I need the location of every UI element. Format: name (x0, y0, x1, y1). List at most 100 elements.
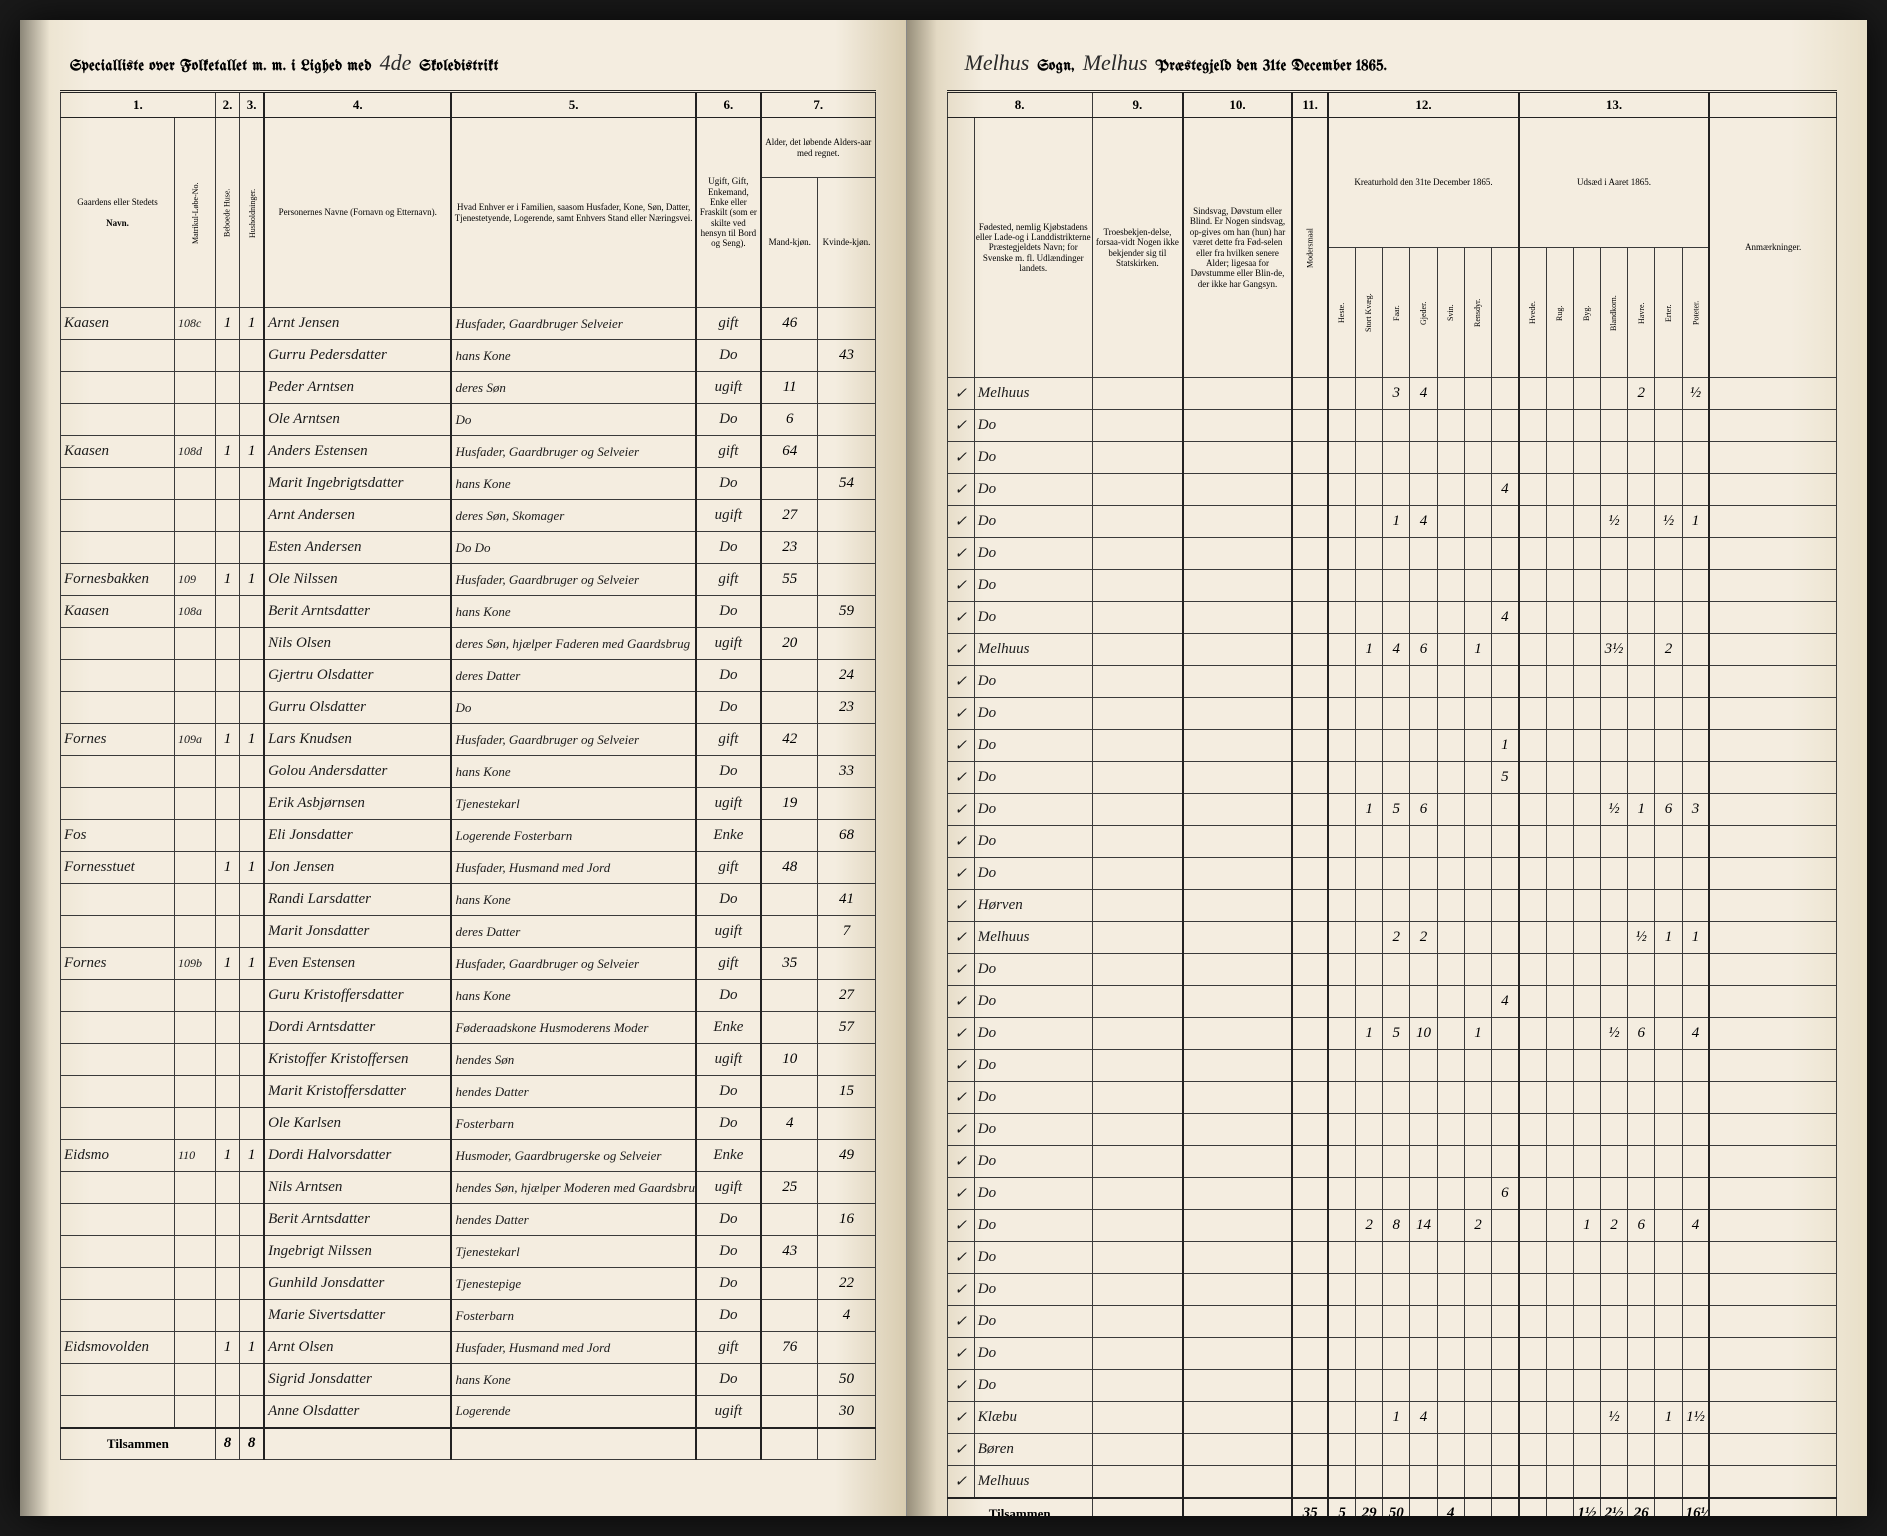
age-female: 33 (818, 756, 875, 788)
position: Do (451, 692, 695, 724)
tick: ✓ (947, 858, 974, 890)
marital-status: Do (696, 692, 761, 724)
c13-cell (1573, 1274, 1600, 1306)
c12-cell (1383, 826, 1410, 858)
c12-cell (1328, 1050, 1355, 1082)
remarks-cell (1709, 602, 1836, 634)
c13-cell (1573, 1082, 1600, 1114)
matrikul-no (175, 1044, 216, 1076)
sogn-name: Melhus (965, 50, 1030, 76)
language (1292, 1210, 1328, 1242)
c12-cell: 4 (1410, 378, 1437, 410)
marital-status: gift (696, 1332, 761, 1364)
c12-cell (1328, 986, 1355, 1018)
matrikul-no: 108d (175, 436, 216, 468)
c13-cell (1655, 1434, 1682, 1466)
matrikul-no (175, 372, 216, 404)
c12-cell (1437, 1370, 1464, 1402)
persons (215, 532, 239, 564)
c12-cell (1328, 1114, 1355, 1146)
c13-cell (1600, 762, 1627, 794)
matrikul-no (175, 404, 216, 436)
c12-cell (1410, 1242, 1437, 1274)
birthplace: Do (974, 474, 1092, 506)
language (1292, 1306, 1328, 1338)
disability (1183, 506, 1292, 538)
religion (1092, 1274, 1183, 1306)
table-row: Eidsmo11011Dordi HalvorsdatterHusmoder, … (61, 1140, 876, 1172)
age-male: 11 (761, 372, 818, 404)
birthplace: Do (974, 602, 1092, 634)
c13-cell (1546, 1338, 1573, 1370)
c12-cell (1437, 442, 1464, 474)
c12-cell (1383, 954, 1410, 986)
colnum-11: 11. (1292, 92, 1328, 118)
c13-cell (1682, 570, 1709, 602)
c12-cell: 1 (1464, 634, 1491, 666)
tick: ✓ (947, 954, 974, 986)
age-female (818, 500, 875, 532)
persons (215, 1268, 239, 1300)
c13-cell (1519, 474, 1546, 506)
language (1292, 410, 1328, 442)
c12-cell (1437, 538, 1464, 570)
c13-cell (1682, 538, 1709, 570)
c13-cell (1546, 1402, 1573, 1434)
matrikul-no (175, 1012, 216, 1044)
person-name: Marit Jonsdatter (264, 916, 451, 948)
c12-cell (1492, 1466, 1519, 1498)
farm-name (61, 404, 175, 436)
c12-cell (1328, 858, 1355, 890)
c13-cell: 4 (1682, 1210, 1709, 1242)
c13-cell (1573, 378, 1600, 410)
c12-cell: 4 (1492, 602, 1519, 634)
households (240, 340, 264, 372)
c13-cell (1628, 698, 1655, 730)
h13-sub-6: Poteter. (1682, 248, 1709, 378)
c13-cell (1600, 1274, 1627, 1306)
c13-cell (1655, 1178, 1682, 1210)
c12-cell (1492, 922, 1519, 954)
colnum-3: 3. (240, 92, 264, 118)
c12-cell: 6 (1410, 634, 1437, 666)
farm-name (61, 372, 175, 404)
c12-cell (1383, 1242, 1410, 1274)
left-total-row: Tilsammen 8 8 (61, 1428, 876, 1460)
c13-cell (1519, 1018, 1546, 1050)
table-row: ✓Melhuus (947, 1466, 1836, 1498)
c13-cell (1573, 634, 1600, 666)
h12-sub-4: Svin. (1437, 248, 1464, 378)
c13-cell (1655, 1466, 1682, 1498)
colnum-7: 7. (761, 92, 875, 118)
remarks-cell (1709, 506, 1836, 538)
remarks-cell (1709, 1114, 1836, 1146)
persons (215, 1172, 239, 1204)
farm-name (61, 532, 175, 564)
religion (1092, 1018, 1183, 1050)
table-row: ✓Do6 (947, 1178, 1836, 1210)
remarks-cell (1709, 858, 1836, 890)
c13-cell (1519, 794, 1546, 826)
birthplace: Do (974, 698, 1092, 730)
disability (1183, 1242, 1292, 1274)
c13-cell (1682, 890, 1709, 922)
c13-cell (1600, 442, 1627, 474)
age-female (818, 564, 875, 596)
birthplace: Børen (974, 1434, 1092, 1466)
c13-cell (1519, 826, 1546, 858)
c12-cell: 4 (1410, 1402, 1437, 1434)
table-row: Eidsmovolden11Arnt OlsenHusfader, Husman… (61, 1332, 876, 1364)
c13-cell (1682, 442, 1709, 474)
remarks-cell (1709, 570, 1836, 602)
prgjeld-name: Melhus (1083, 50, 1148, 76)
tick: ✓ (947, 1402, 974, 1434)
tick: ✓ (947, 986, 974, 1018)
c13-cell (1519, 1082, 1546, 1114)
tick: ✓ (947, 1274, 974, 1306)
table-row: Erik AsbjørnsenTjenestekarlugift19 (61, 788, 876, 820)
language (1292, 698, 1328, 730)
birthplace: Do (974, 1338, 1092, 1370)
person-name: Berit Arntsdatter (264, 1204, 451, 1236)
c13-cell (1519, 890, 1546, 922)
position: Do (451, 404, 695, 436)
